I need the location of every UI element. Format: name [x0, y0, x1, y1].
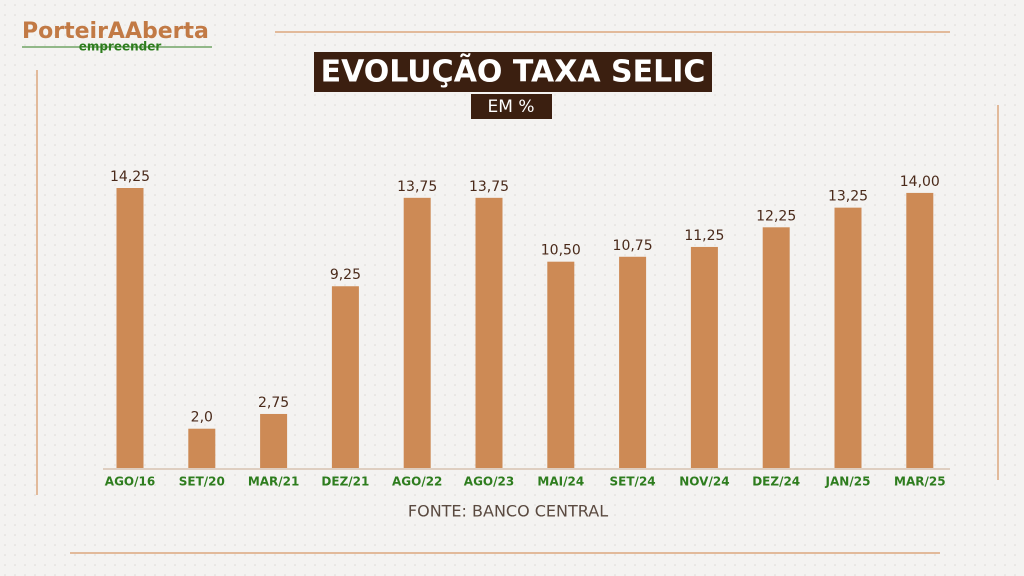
- x-tick-label: MAI/24: [537, 475, 584, 489]
- x-tick-label: DEZ/24: [752, 475, 800, 489]
- bar: [619, 256, 647, 468]
- bar: [834, 207, 862, 469]
- value-label: 12,25: [756, 208, 796, 224]
- value-label: 14,25: [110, 169, 150, 185]
- value-label: 13,25: [828, 189, 868, 205]
- title-box: [314, 52, 712, 92]
- bar: [188, 428, 216, 468]
- bar: [906, 192, 934, 468]
- logo-tagline: empreender: [79, 40, 162, 54]
- x-tick-label: SET/20: [179, 475, 225, 489]
- x-tick-label: AGO/23: [464, 475, 514, 489]
- value-label: 13,75: [397, 179, 437, 195]
- value-label: 2,75: [258, 395, 289, 411]
- x-tick-label: SET/24: [610, 475, 656, 489]
- x-tick-label: DEZ/21: [321, 475, 369, 489]
- bar: [475, 197, 503, 468]
- value-label: 14,00: [900, 174, 940, 190]
- value-label: 10,50: [541, 243, 581, 259]
- chart-title: EVOLUÇÃO TAXA SELIC: [321, 53, 706, 90]
- x-tick-label: AGO/16: [105, 475, 155, 489]
- bar: [260, 413, 288, 468]
- value-label: 2,0: [191, 410, 213, 426]
- value-label: 10,75: [613, 238, 653, 254]
- value-label: 13,75: [469, 179, 509, 195]
- bar: [403, 197, 431, 468]
- chart-subtitle: EM %: [488, 97, 535, 117]
- x-tick-label: AGO/22: [392, 475, 442, 489]
- x-tick-label: JAN/25: [825, 475, 871, 489]
- logo-name: PorteirAAberta: [22, 19, 209, 44]
- x-tick-label: MAR/25: [894, 475, 946, 489]
- bar: [116, 188, 144, 468]
- bar: [547, 261, 575, 468]
- bar: [690, 246, 718, 468]
- source: FONTE: BANCO CENTRAL: [408, 502, 608, 521]
- value-label: 9,25: [330, 267, 361, 283]
- bar: [331, 286, 359, 468]
- bar: [762, 227, 790, 468]
- value-label: 11,25: [684, 228, 724, 244]
- x-tick-label: MAR/21: [248, 475, 300, 489]
- subtitle-box: [471, 94, 552, 119]
- x-tick-label: NOV/24: [679, 475, 729, 489]
